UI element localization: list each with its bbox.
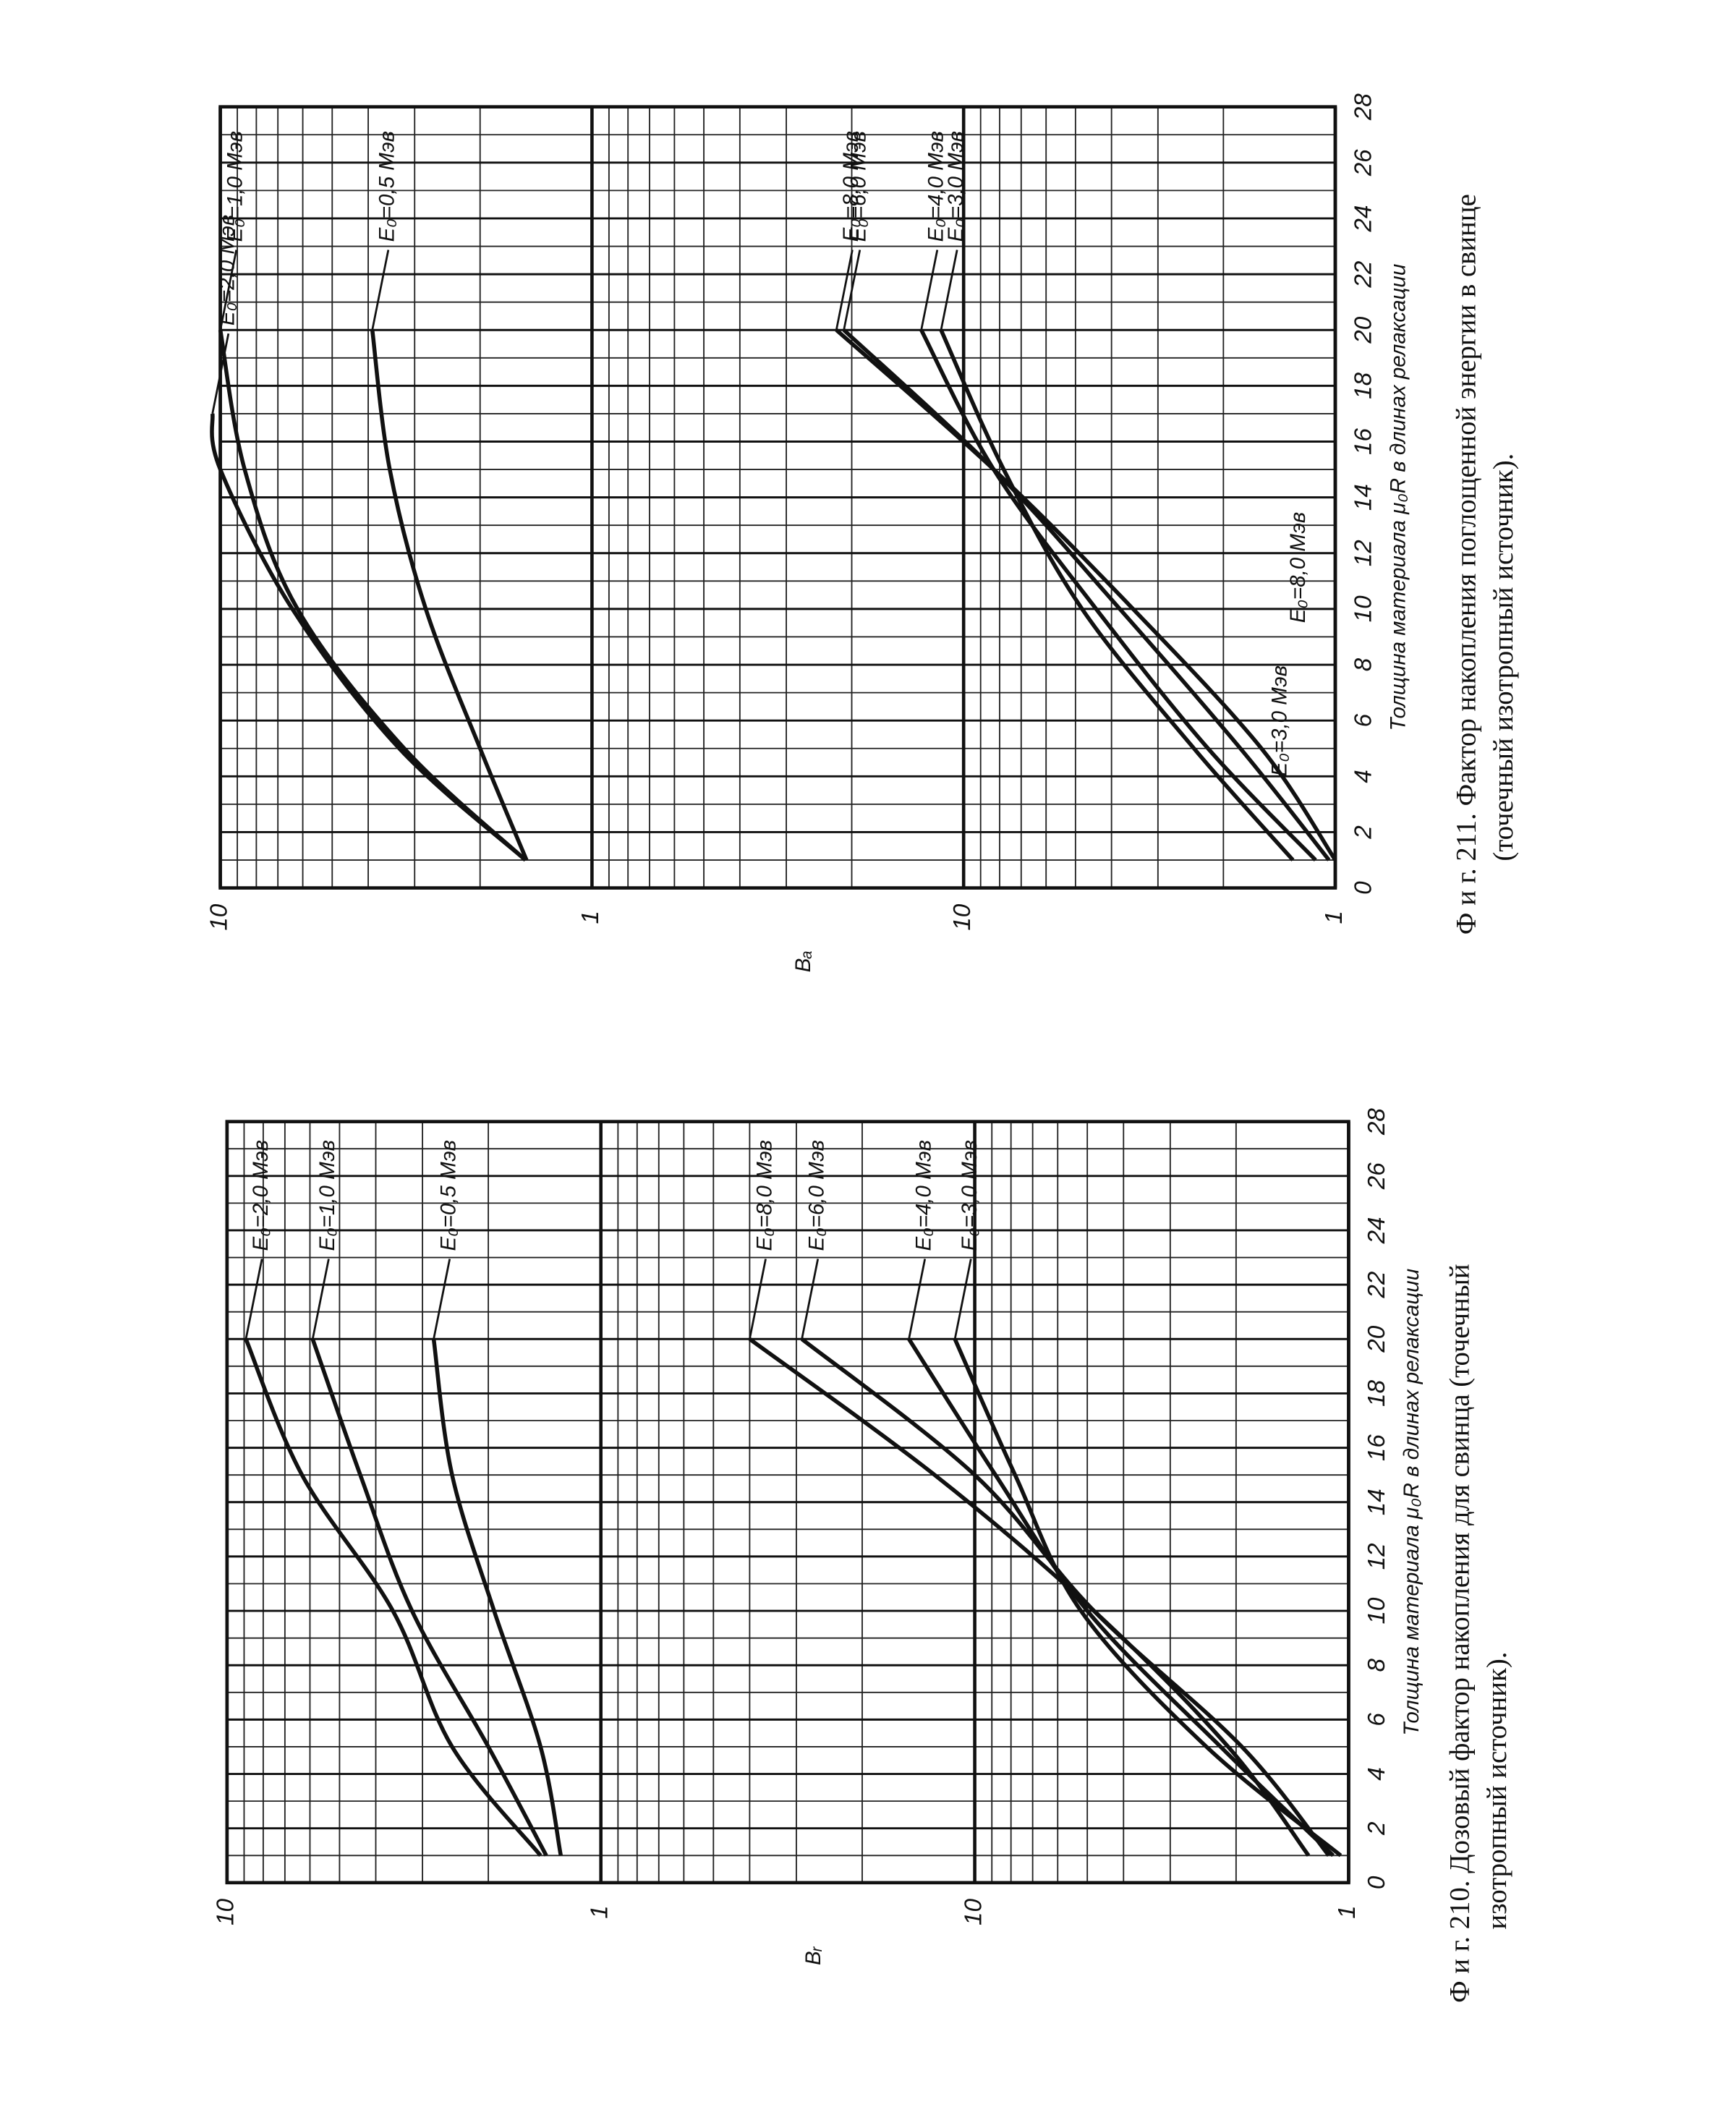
y-tick-label: 10 [960,1898,987,1925]
series-label: E₀=8,0 Мэв [839,131,863,242]
label-leader [953,1259,972,1340]
x-tick-label: 22 [1350,261,1377,289]
series-label: E₀=1,0 Мэв [224,131,247,242]
figure-caption: (точечный изотропный источник). [1488,454,1519,861]
x-tick-label: 12 [1363,1543,1390,1570]
x-tick-label: 8 [1363,1658,1390,1672]
x-tick-label: 28 [1350,93,1377,121]
y-axis-label: Bᵣ [801,1946,825,1965]
y2-tick-label: 10 [213,1898,239,1925]
x-tick-label: 10 [1363,1597,1390,1624]
series-label: E₀=6,0 Мэв [847,131,871,242]
x-tick-label: 6 [1350,713,1377,727]
label-leader [211,333,230,414]
y2-tick-label: 1 [586,1905,613,1918]
y2-tick-label: 10 [205,903,232,930]
x-tick-label: 24 [1350,205,1377,232]
series-label: E₀=3,0 Мэв [958,1140,982,1251]
annotation: E₀=3,0 Мэв [1268,665,1292,776]
x-tick-label: 14 [1350,484,1377,511]
label-leader [801,1259,820,1340]
label-leader [908,1259,927,1340]
y2-tick-label: 1 [577,911,604,924]
series-line [244,1338,542,1857]
x-tick-label: 16 [1350,428,1377,455]
x-tick-label: 0 [1363,1876,1390,1889]
series-label: E₀=6,0 Мэв [805,1140,829,1251]
x-tick-label: 26 [1363,1162,1390,1190]
label-leader [244,1259,263,1340]
series-line [800,1337,1331,1857]
series-label: E₀=4,0 Мэв [924,131,948,242]
label-leader [371,250,390,331]
series-label: E₀=1,0 Мэв [315,1140,339,1251]
series-line [939,329,1295,861]
series-line [835,328,1337,861]
x-tick-label: 20 [1350,316,1377,344]
x-tick-label: 10 [1350,595,1377,622]
series-line [842,328,1331,861]
y-tick-label: 10 [949,903,976,930]
x-tick-label: 24 [1363,1217,1390,1244]
y-tick-label: 1 [1334,1905,1361,1918]
series-line [919,328,1317,861]
series-line [210,413,527,862]
x-tick-label: 28 [1363,1108,1390,1136]
x-axis-label: Толщина материала μ₀R в длинах релаксаци… [1386,264,1410,731]
figure-caption: изотропный источник). [1481,1652,1512,1930]
x-tick-label: 14 [1363,1489,1390,1515]
x-tick-label: 4 [1363,1767,1390,1780]
series-line [953,1338,1343,1857]
x-tick-label: 22 [1363,1272,1390,1299]
label-leader [940,250,958,331]
x-tick-label: 8 [1350,657,1377,671]
x-tick-label: 2 [1363,1821,1390,1835]
series-label: E₀=2,0 Мэв [216,215,239,325]
series-label: E₀=0,5 Мэв [375,131,399,242]
label-leader [749,1259,767,1340]
x-tick-label: 20 [1363,1325,1390,1353]
series-line [370,329,529,861]
label-leader [433,1259,451,1340]
x-tick-label: 26 [1350,149,1377,176]
x-axis-label: Толщина материала μ₀R в длинах релаксаци… [1400,1269,1424,1736]
series-line [218,329,527,862]
x-tick-label: 2 [1350,825,1377,839]
x-tick-label: 16 [1363,1434,1390,1461]
x-tick-label: 18 [1363,1379,1390,1406]
label-leader [311,1259,330,1340]
series-line [907,1337,1335,1857]
series-line [310,1338,548,1857]
series-label: E₀=8,0 Мэв [752,1140,776,1251]
x-tick-label: 12 [1350,540,1377,566]
series-line [431,1338,563,1856]
annotation: E₀=8,0 Мэв [1286,512,1310,623]
label-leader [920,250,939,331]
x-tick-label: 4 [1350,770,1377,783]
label-leader [843,250,861,331]
x-tick-label: 18 [1350,372,1377,399]
series-label: E₀=2,0 Мэв [249,1140,273,1251]
series-label: E₀=3,0 Мэв [944,131,968,242]
label-leader [835,250,854,331]
y-axis-label: Bₐ [791,950,815,972]
series-label: E₀=0,5 Мэв [437,1140,461,1251]
figure-caption: Ф и г. 210. Дозовый фактор накопления дл… [1444,1264,1475,2003]
figure-caption: Ф и г. 211. Фактор накопления поглощенно… [1450,194,1481,935]
x-tick-label: 0 [1350,881,1377,895]
label-leader [219,250,238,331]
x-tick-label: 6 [1363,1713,1390,1727]
y-tick-label: 1 [1321,911,1348,924]
series-label: E₀=4,0 Мэв [912,1140,936,1251]
